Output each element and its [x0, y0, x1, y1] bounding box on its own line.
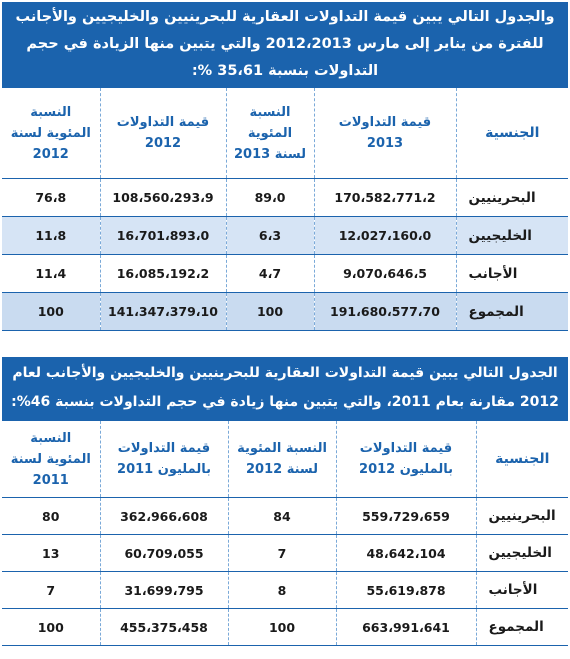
table-row: الخليجيين 12،027،160،0 6،3 16،701،893،0 … [2, 216, 568, 255]
percent-cell: 89،0 [225, 178, 314, 217]
value-cell: 16،085،192،2 [99, 254, 226, 293]
table2: الجنسية قيمة التداولات بالمليون 2012 الن… [2, 421, 568, 646]
percent-cell: 100 [2, 608, 100, 646]
nationality-cell: البحرينيين [455, 178, 568, 217]
table1-title: والجدول التالي يبين قيمة التداولات العقا… [2, 2, 568, 88]
table-row: الأجانب 55،619،878 8 31،699،795 7 [2, 571, 568, 609]
value-cell: 663،991،641 [335, 608, 476, 646]
value-cell: 48،642،104 [335, 534, 476, 572]
nationality-cell: الأجانب [455, 254, 568, 293]
value-cell: 362،966،608 [99, 497, 228, 535]
table-row-total: المجموع 191،680،577،70 100 141،347،379،1… [2, 292, 568, 331]
percent-cell: 8 [227, 571, 336, 609]
column-header-value-2011: قيمة التداولات بالمليون 2011 [99, 421, 228, 498]
nationality-cell: البحرينيين [475, 497, 568, 535]
percent-cell: 80 [2, 497, 100, 535]
table1-header-row: الجنسية قيمة التداولات 2013 النسبة المئو… [2, 88, 568, 179]
nationality-cell: الخليجيين [475, 534, 568, 572]
percent-cell: 6،3 [225, 216, 314, 255]
percent-cell: 11،8 [2, 216, 100, 255]
value-cell: 9،070،646،5 [313, 254, 456, 293]
table2-title: الجدول التالي يبين قيمة التداولات العقار… [2, 357, 568, 421]
percent-cell: 11،4 [2, 254, 100, 293]
percent-cell: 84 [227, 497, 336, 535]
value-cell: 60،709،055 [99, 534, 228, 572]
table-row: البحرينيين 559،729،659 84 362،966،608 80 [2, 497, 568, 535]
table2-header-row: الجنسية قيمة التداولات بالمليون 2012 الن… [2, 421, 568, 498]
value-cell: 16،701،893،0 [99, 216, 226, 255]
nationality-cell: الأجانب [475, 571, 568, 609]
column-header-value-2012: قيمة التداولات 2012 [99, 88, 226, 179]
value-cell: 12،027،160،0 [313, 216, 456, 255]
table-row-total: المجموع 663،991،641 100 455،375،458 100 [2, 608, 568, 646]
percent-cell: 76،8 [2, 178, 100, 217]
column-header-value-2012: قيمة التداولات بالمليون 2012 [335, 421, 476, 498]
column-header-pct-2013: النسبة المئوية لسنة 2013 [225, 88, 314, 179]
column-header-value-2013: قيمة التداولات 2013 [313, 88, 456, 179]
table-row: الأجانب 9،070،646،5 4،7 16،085،192،2 11،… [2, 254, 568, 293]
value-cell: 191،680،577،70 [313, 292, 456, 331]
value-cell: 170،582،771،2 [313, 178, 456, 217]
value-cell: 55،619،878 [335, 571, 476, 609]
column-header-nationality: الجنسية [455, 88, 568, 179]
table-row: البحرينيين 170،582،771،2 89،0 108،560،29… [2, 178, 568, 217]
value-cell: 141،347،379،10 [99, 292, 226, 331]
column-header-nationality: الجنسية [475, 421, 568, 498]
percent-cell: 7 [2, 571, 100, 609]
column-header-pct-2012: النسبة المئوية لسنة 2012 [227, 421, 336, 498]
value-cell: 559،729،659 [335, 497, 476, 535]
table-row: الخليجيين 48،642،104 7 60،709،055 13 [2, 534, 568, 572]
percent-cell: 13 [2, 534, 100, 572]
percent-cell: 7 [227, 534, 336, 572]
column-header-pct-2012: النسبة المئوية لسنة 2012 [2, 88, 100, 179]
value-cell: 31،699،795 [99, 571, 228, 609]
nationality-cell: المجموع [455, 292, 568, 331]
column-header-pct-2011: النسبة المئوية لسنة 2011 [2, 421, 100, 498]
percent-cell: 4،7 [225, 254, 314, 293]
table1: الجنسية قيمة التداولات 2013 النسبة المئو… [2, 88, 568, 331]
percent-cell: 100 [227, 608, 336, 646]
percent-cell: 100 [2, 292, 100, 331]
nationality-cell: الخليجيين [455, 216, 568, 255]
percent-cell: 100 [225, 292, 314, 331]
nationality-cell: المجموع [475, 608, 568, 646]
value-cell: 108،560،293،9 [99, 178, 226, 217]
value-cell: 455،375،458 [99, 608, 228, 646]
